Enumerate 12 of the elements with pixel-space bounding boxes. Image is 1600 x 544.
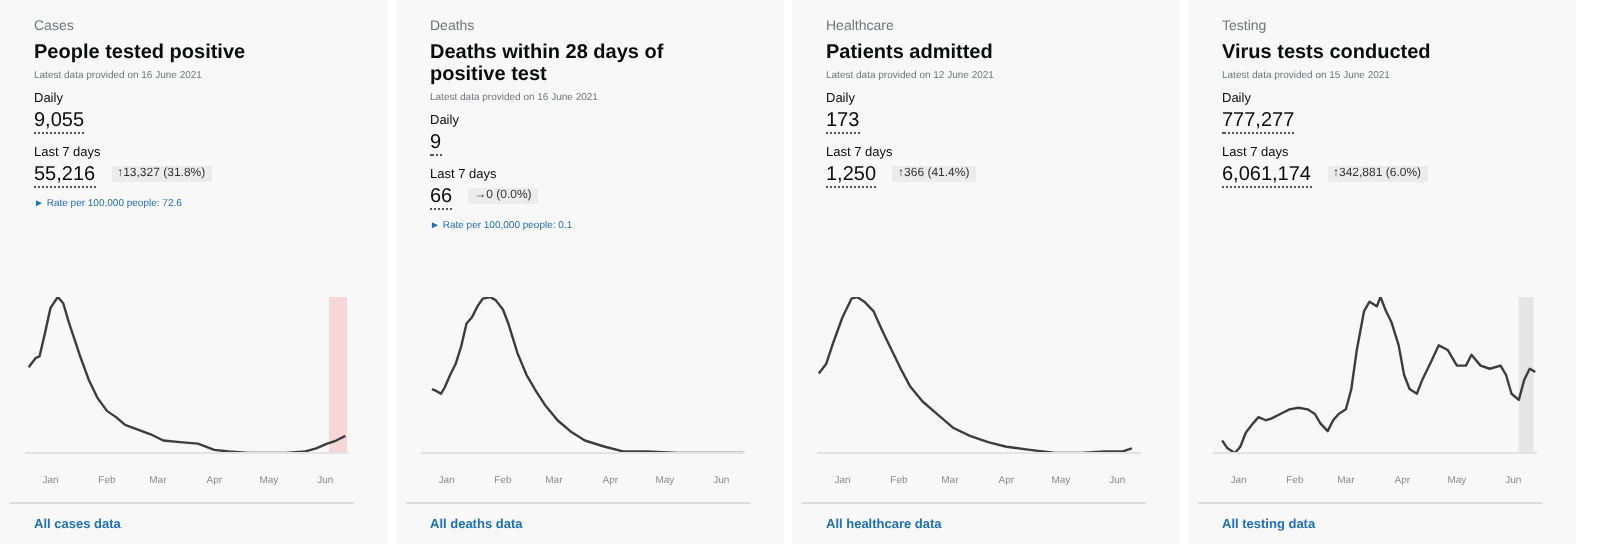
text: 9 bbox=[430, 132, 442, 157]
text: 777,277 bbox=[1222, 110, 1295, 135]
text: 9,055 bbox=[34, 110, 85, 135]
chart-title: People tested positive bbox=[34, 42, 248, 64]
text: 55,216 bbox=[34, 163, 96, 188]
text: 173 bbox=[826, 110, 860, 135]
text: 6,061,174 bbox=[1222, 163, 1311, 188]
chart-title: Virus tests conducted bbox=[1222, 42, 1433, 64]
text: 1,250 bbox=[826, 163, 877, 188]
chart-title: Deaths within 28 days of positive test bbox=[430, 42, 666, 86]
chart-title: Patients admitted bbox=[826, 42, 995, 64]
text: 66 bbox=[430, 185, 453, 210]
